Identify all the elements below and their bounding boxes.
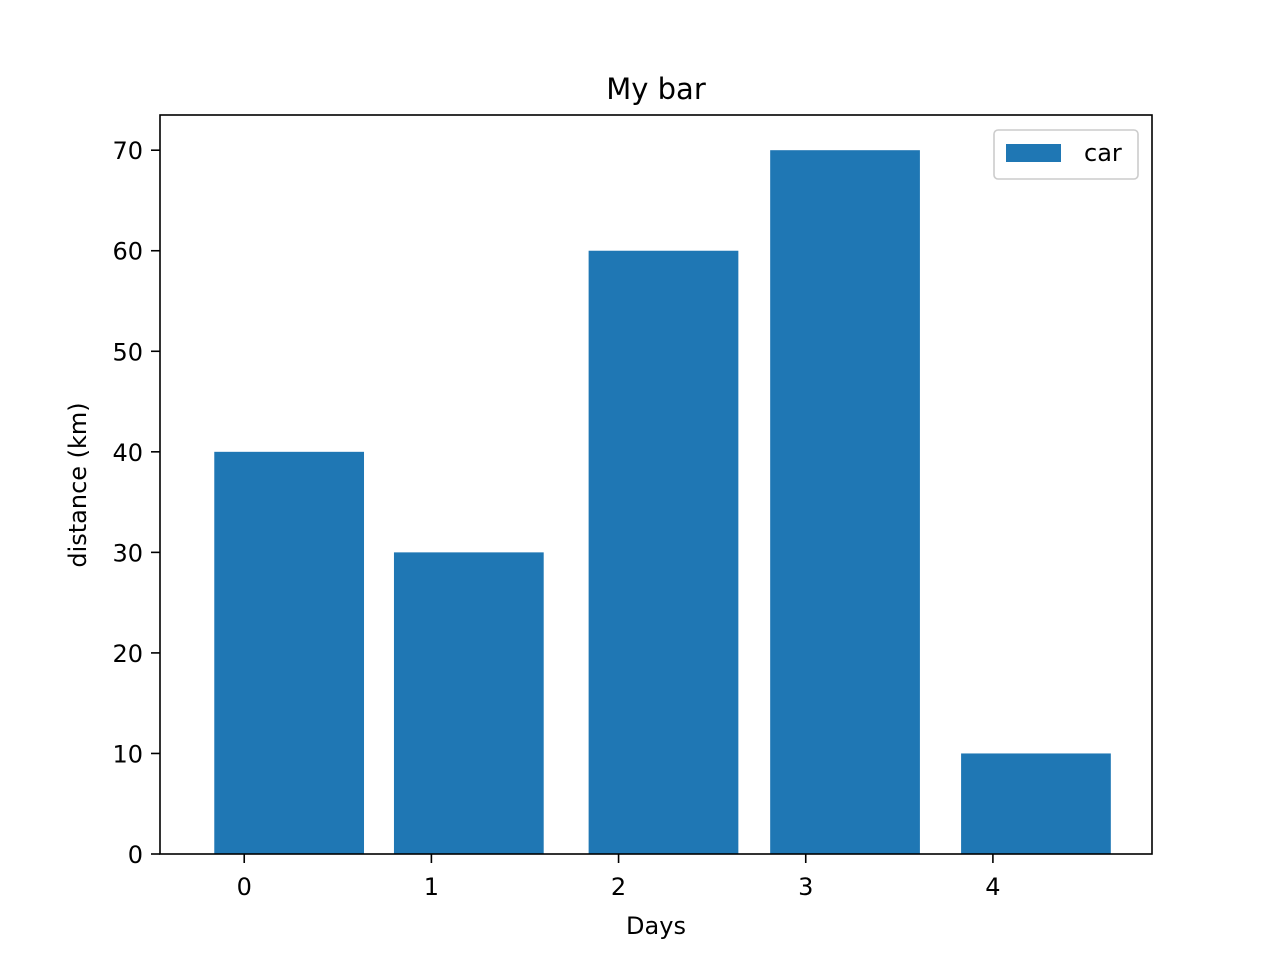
y-tick-label: 40 xyxy=(112,439,143,467)
x-tick-label: 1 xyxy=(424,873,439,901)
bar-day-4 xyxy=(961,753,1111,854)
bar-day-3 xyxy=(770,150,920,854)
y-tick-label: 0 xyxy=(128,841,143,869)
bars-group xyxy=(214,150,1111,855)
plot-area: 0 1 2 3 4 0 10 20 30 40 50 60 70 xyxy=(112,114,1153,901)
bar-day-0 xyxy=(214,451,365,854)
legend-frame xyxy=(993,129,1139,180)
legend: car xyxy=(993,129,1139,180)
y-ticks-group: 0 10 20 30 40 50 60 70 xyxy=(112,137,160,869)
legend-label: car xyxy=(1084,139,1122,167)
y-tick-label: 50 xyxy=(112,338,143,366)
axes-frame xyxy=(159,114,1153,855)
x-tick-label: 0 xyxy=(237,873,252,901)
x-axis-label: Days xyxy=(626,912,686,940)
bar-day-2 xyxy=(588,250,739,855)
bar-day-1 xyxy=(393,552,544,854)
chart-title: My bar xyxy=(606,72,706,106)
y-tick-label: 60 xyxy=(112,238,143,266)
y-tick-label: 10 xyxy=(112,740,143,768)
x-ticks-group: 0 1 2 3 4 xyxy=(237,854,1001,901)
x-tick-label: 2 xyxy=(611,873,626,901)
x-tick-label: 3 xyxy=(798,873,813,901)
y-axis-label: distance (km) xyxy=(64,402,92,567)
y-tick-label: 20 xyxy=(112,640,143,668)
y-tick-label: 70 xyxy=(112,137,143,165)
y-tick-label: 30 xyxy=(112,539,143,567)
x-tick-label: 4 xyxy=(985,873,1000,901)
legend-swatch xyxy=(1006,144,1061,162)
